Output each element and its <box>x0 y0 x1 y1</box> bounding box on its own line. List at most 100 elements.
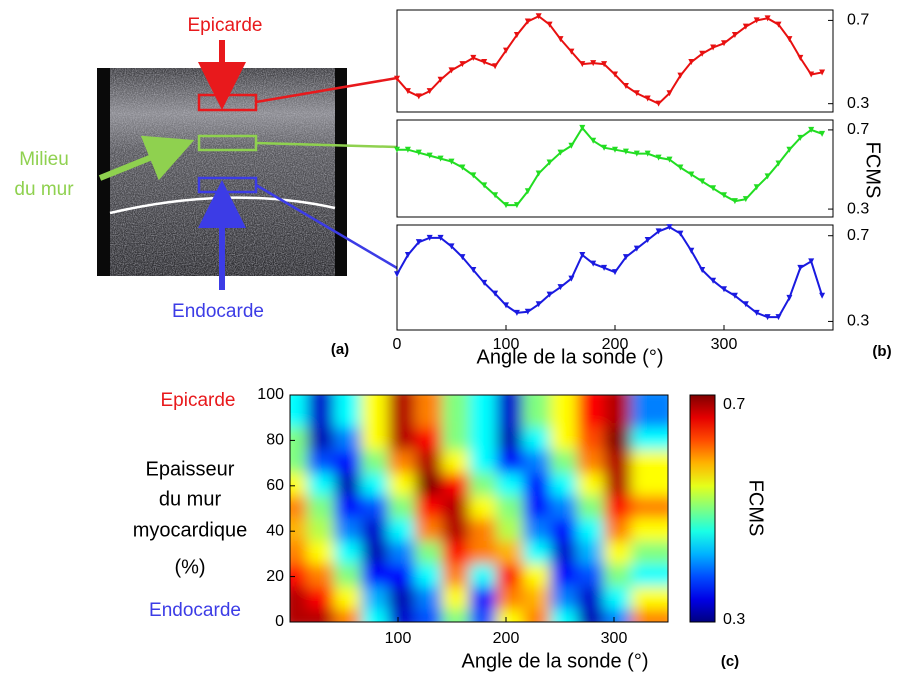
data-point <box>655 228 662 235</box>
x-tick-label: 100 <box>385 630 412 647</box>
data-point <box>437 234 444 241</box>
data-line <box>396 226 824 319</box>
data-point <box>524 308 531 315</box>
data-point <box>426 152 433 159</box>
data-point <box>808 258 815 265</box>
data-point <box>819 292 826 299</box>
data-point <box>557 284 564 291</box>
data-point <box>688 247 695 254</box>
data-point <box>633 150 640 157</box>
data-point <box>535 170 542 177</box>
data-point <box>797 134 804 141</box>
data-point <box>470 172 477 179</box>
data-point <box>666 224 673 231</box>
data-point <box>710 44 717 51</box>
panel-label: (a) <box>331 341 349 358</box>
plot-frame <box>289 394 669 623</box>
data-point <box>677 164 684 171</box>
y-tick-label: 0 <box>275 613 284 630</box>
data-point <box>644 237 651 243</box>
data-point <box>622 254 629 261</box>
data-point <box>448 243 455 250</box>
y-axis-label: du mur <box>159 488 222 510</box>
data-point <box>721 192 727 199</box>
data-point <box>524 188 531 195</box>
heatmap-blur <box>290 395 668 622</box>
data-point <box>710 185 717 192</box>
data-point <box>797 54 804 61</box>
data-point <box>568 275 575 282</box>
data-point <box>448 158 455 165</box>
data-point <box>524 18 531 25</box>
data-point <box>612 269 618 276</box>
data-point <box>655 154 662 161</box>
y-tick-label: 0.7 <box>847 121 869 138</box>
panel-label: (c) <box>721 653 739 670</box>
data-point <box>688 59 695 66</box>
data-point <box>742 196 749 203</box>
data-point <box>808 126 815 133</box>
data-point <box>546 159 553 166</box>
data-point <box>470 54 477 61</box>
y-tick-label: 0.3 <box>847 200 869 217</box>
data-point <box>753 17 760 24</box>
colorbar <box>689 394 716 623</box>
data-point <box>677 72 684 79</box>
data-point <box>612 71 618 78</box>
data-point <box>492 192 499 199</box>
data-point <box>721 40 727 47</box>
data-point <box>819 69 826 76</box>
data-point <box>731 292 738 299</box>
data-point <box>688 171 695 178</box>
x-tick-label: 200 <box>602 336 629 353</box>
y-axis-label: FCMS <box>862 142 884 199</box>
data-point <box>797 264 804 271</box>
annotation: Milieu <box>19 149 69 170</box>
data-point <box>415 239 422 246</box>
data-point <box>764 173 771 180</box>
x-tick-label: 300 <box>601 630 628 647</box>
data-point <box>437 76 444 83</box>
x-tick-label: 300 <box>711 336 738 353</box>
x-axis-label: Angle de la sonde (°) <box>476 346 663 368</box>
data-point <box>786 294 793 301</box>
data-point <box>622 148 629 155</box>
data-point <box>753 184 760 191</box>
data-point <box>481 59 488 66</box>
data-line <box>396 15 823 105</box>
data-point <box>644 150 651 157</box>
data-point <box>459 164 466 171</box>
colorbar-tick-label: 0.7 <box>723 396 745 413</box>
data-point <box>699 50 706 57</box>
data-point <box>448 67 455 74</box>
data-point <box>415 149 422 156</box>
heatmap-cells <box>290 395 668 622</box>
panel-label: (b) <box>872 343 891 360</box>
data-point <box>775 314 782 321</box>
data-point <box>546 291 553 298</box>
data-point <box>492 63 499 70</box>
data-point <box>775 21 782 28</box>
x-tick-label: 100 <box>493 336 520 353</box>
data-point <box>622 82 629 89</box>
data-point <box>710 277 717 284</box>
data-point <box>513 309 520 316</box>
data-point <box>590 60 597 67</box>
plot-frame <box>396 119 834 218</box>
data-point <box>426 234 433 241</box>
data-point <box>764 314 771 321</box>
data-point <box>546 21 553 28</box>
data-point <box>601 264 608 271</box>
y-tick-label: 100 <box>257 386 284 403</box>
data-point <box>568 48 575 55</box>
data-point <box>394 75 400 82</box>
data-point <box>699 178 706 185</box>
data-point <box>731 198 738 205</box>
arrow <box>98 135 195 181</box>
y-tick-label: 40 <box>266 522 284 539</box>
y-axis-label: (%) <box>174 556 205 578</box>
data-point <box>426 88 433 95</box>
data-point <box>513 202 520 209</box>
connector <box>255 141 398 149</box>
